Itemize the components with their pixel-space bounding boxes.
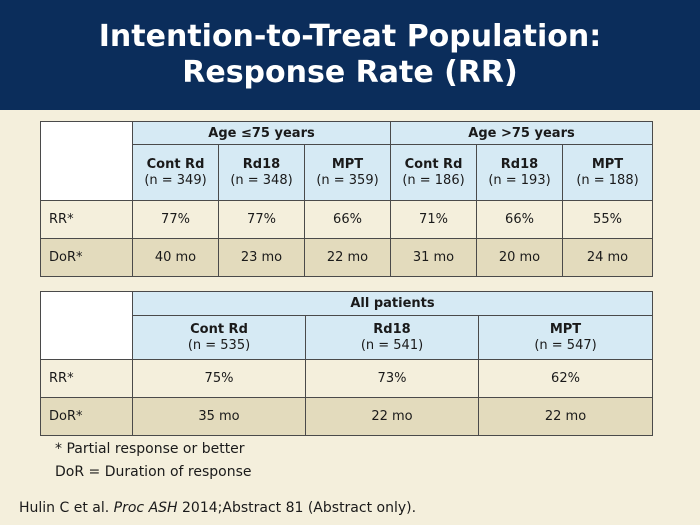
table-cell: 55%	[562, 200, 653, 239]
row-label: RR*	[40, 200, 133, 239]
column-name: MPT	[331, 156, 364, 172]
footnote-dor-definition: DoR = Duration of response	[55, 464, 252, 480]
column-name: Rd18	[242, 156, 281, 172]
table-cell: 24 mo	[562, 238, 653, 277]
row-label: DoR*	[40, 397, 133, 436]
table-cell: 77%	[218, 200, 305, 239]
table-cell: 66%	[476, 200, 563, 239]
column-header: Cont Rd (n = 535)	[132, 315, 306, 360]
table-cell: 31 mo	[390, 238, 477, 277]
table-row-dor: DoR* 35 mo 22 mo 22 mo	[40, 397, 654, 436]
column-header: Cont Rd (n = 186)	[390, 144, 477, 201]
citation-details: 2014;Abstract 81 (Abstract only).	[182, 500, 417, 516]
table-cell: 62%	[477, 359, 654, 398]
column-n: (n = 349)	[144, 172, 207, 188]
table-cell: 73%	[305, 359, 479, 398]
column-name: Rd18	[373, 321, 411, 337]
table-row-rr: RR* 75% 73% 62%	[40, 359, 654, 398]
table-row-dor: DoR* 40 mo 23 mo 22 mo 31 mo 20 mo 24 mo	[40, 238, 653, 277]
table-cell: 22 mo	[304, 238, 391, 277]
column-name: Rd18	[500, 156, 539, 172]
column-name: MPT	[549, 321, 582, 337]
table-cell: 22 mo	[305, 397, 479, 436]
column-header: MPT (n = 188)	[562, 144, 653, 201]
column-n: (n = 188)	[576, 172, 639, 188]
column-name: MPT	[591, 156, 624, 172]
age-subgroup-table: Age ≤75 years Age >75 years Cont Rd (n =…	[40, 121, 653, 277]
column-n: (n = 541)	[360, 337, 424, 353]
table-cell: 35 mo	[132, 397, 306, 436]
table-row-rr: RR* 77% 77% 66% 71% 66% 55%	[40, 200, 653, 239]
group-header-all-patients: All patients	[131, 291, 654, 316]
table-cell: 40 mo	[132, 238, 219, 277]
slide-title-bar: Intention-to-Treat Population: Response …	[0, 0, 700, 110]
table-cell: 75%	[132, 359, 306, 398]
table-cell: 22 mo	[477, 397, 654, 436]
column-n: (n = 547)	[534, 337, 597, 353]
column-name: Cont Rd	[190, 321, 248, 337]
column-header: Rd18 (n = 193)	[476, 144, 563, 201]
column-n: (n = 186)	[402, 172, 465, 188]
column-header: Rd18 (n = 541)	[305, 315, 479, 360]
citation-authors: Hulin C et al.	[19, 500, 110, 516]
column-name: Cont Rd	[146, 156, 205, 172]
slide-title-line-2: Response Rate (RR)	[182, 55, 518, 90]
slide-title-line-1: Intention-to-Treat Population:	[98, 19, 602, 54]
column-n: (n = 193)	[488, 172, 551, 188]
corner-cell	[40, 291, 133, 360]
column-n: (n = 348)	[230, 172, 293, 188]
corner-cell	[40, 121, 133, 201]
row-label: RR*	[40, 359, 133, 398]
table-cell: 23 mo	[218, 238, 305, 277]
column-header: Rd18 (n = 348)	[218, 144, 305, 201]
footnote-partial-response: * Partial response or better	[55, 441, 245, 457]
group-header-age-le-75: Age ≤75 years	[132, 121, 391, 145]
column-n: (n = 359)	[316, 172, 379, 188]
column-name: Cont Rd	[404, 156, 463, 172]
all-patients-table: All patients Cont Rd (n = 535) Rd18 (n =…	[40, 291, 654, 436]
row-label: DoR*	[40, 238, 133, 277]
table-cell: 66%	[304, 200, 391, 239]
column-header: MPT (n = 547)	[477, 315, 654, 360]
column-header: MPT (n = 359)	[304, 144, 391, 201]
table-cell: 71%	[390, 200, 477, 239]
citation: Hulin C et al. Proc ASH 2014;Abstract 81…	[19, 500, 416, 516]
group-header-age-gt-75: Age >75 years	[390, 121, 653, 145]
column-n: (n = 535)	[187, 337, 251, 353]
column-header: Cont Rd (n = 349)	[132, 144, 219, 201]
table-cell: 77%	[132, 200, 219, 239]
citation-journal: Proc ASH	[113, 500, 178, 516]
table-cell: 20 mo	[476, 238, 563, 277]
